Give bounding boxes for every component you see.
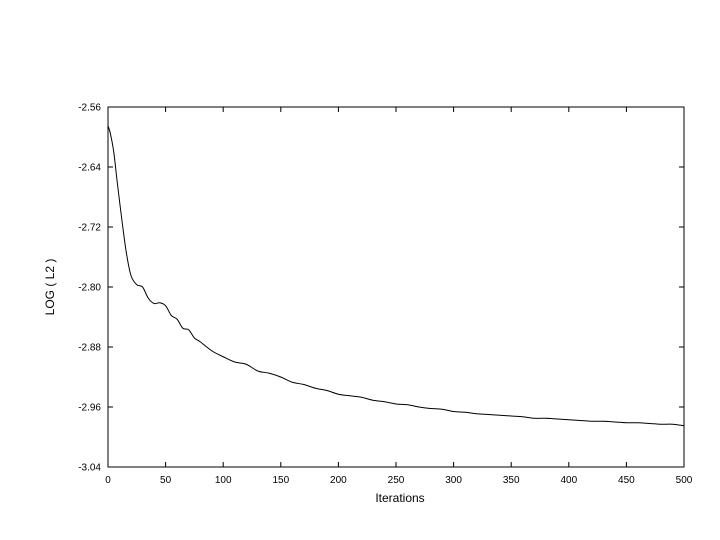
x-axis-title: Iterations xyxy=(375,491,424,505)
x-tick-label: 50 xyxy=(160,475,172,486)
x-tick-label: 200 xyxy=(330,475,347,486)
y-tick-label: -2.72 xyxy=(78,223,101,234)
x-axis: 0 50 100 150 200 250 300 350 400 450 500 xyxy=(105,107,693,486)
y-axis-title: LOG ( L2 ) xyxy=(43,259,57,316)
series-line xyxy=(107,125,685,427)
y-tick-label: -2.56 xyxy=(78,103,101,114)
x-tick-label: 0 xyxy=(105,475,111,486)
x-tick-label: 350 xyxy=(503,475,520,486)
x-tick-label: 100 xyxy=(215,475,232,486)
x-tick-label: 400 xyxy=(560,475,577,486)
y-tick-label: -2.64 xyxy=(78,163,101,174)
x-tick-label: 450 xyxy=(618,475,635,486)
y-tick-label: -2.88 xyxy=(78,343,101,354)
y-tick-label: -2.96 xyxy=(78,403,101,414)
x-tick-label: 150 xyxy=(272,475,289,486)
y-axis: -2.56 -2.64 -2.72 -2.80 -2.88 -2.96 -3.04 xyxy=(78,103,684,474)
y-tick-label: -2.80 xyxy=(78,283,101,294)
x-tick-label: 250 xyxy=(388,475,405,486)
y-tick-label: -3.04 xyxy=(78,463,101,474)
x-tick-label: 500 xyxy=(676,475,693,486)
plot-frame xyxy=(107,106,685,468)
x-tick-label: 300 xyxy=(445,475,462,486)
